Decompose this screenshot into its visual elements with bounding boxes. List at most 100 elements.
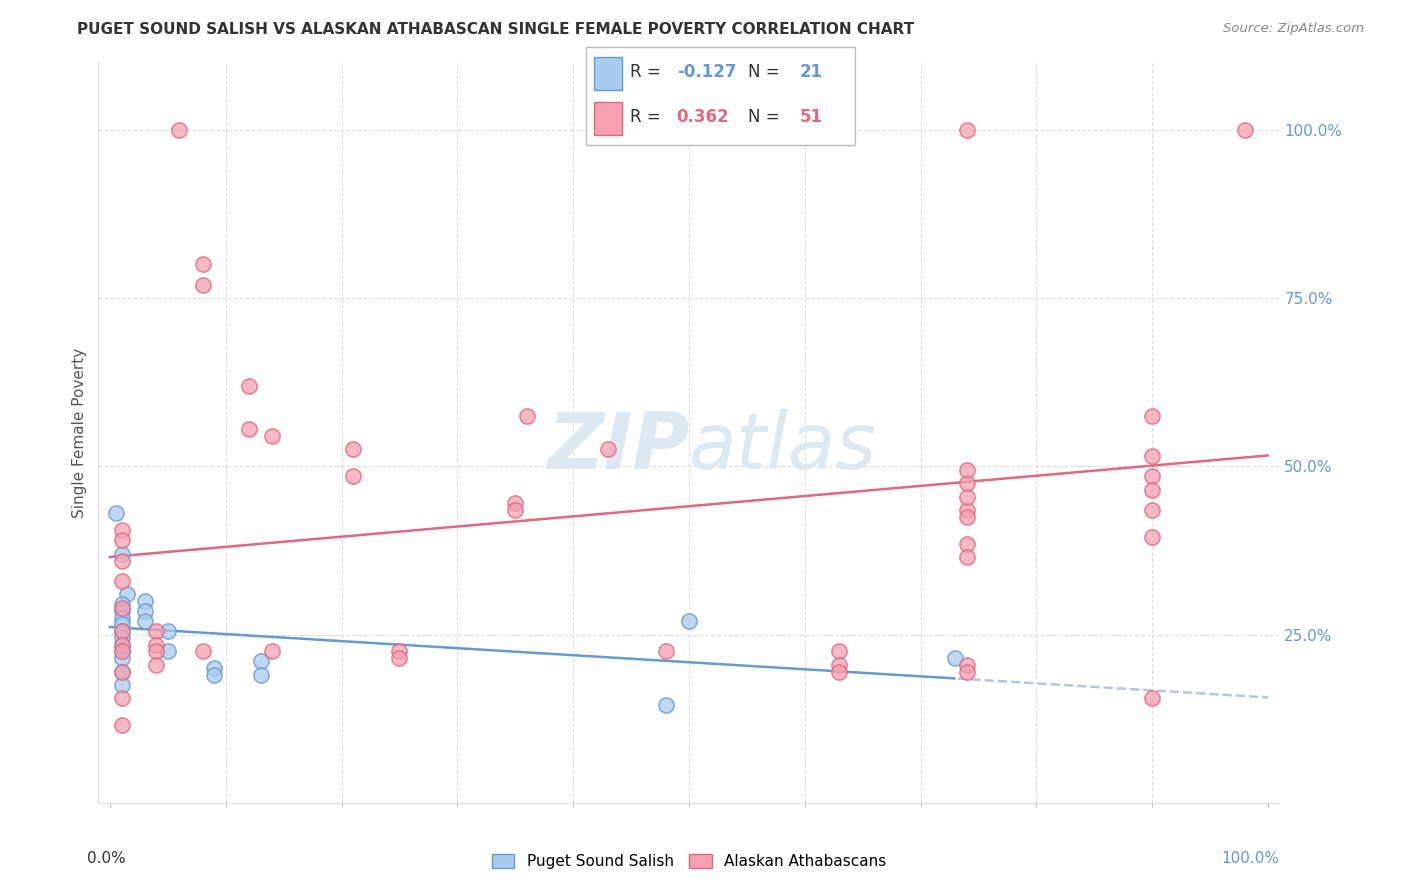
Point [828,665,851,679]
Point [956,536,979,550]
Point [110,600,132,615]
Point [110,547,132,561]
Point [110,678,132,692]
Point [956,550,979,565]
Point [134,594,156,608]
Point [1140,530,1163,544]
Text: R =: R = [630,109,666,127]
Text: N =: N = [748,109,785,127]
Point [134,604,156,618]
Point [110,533,132,548]
Text: 51: 51 [800,109,823,127]
Point [145,644,167,658]
Point [262,429,284,443]
Point [655,698,678,713]
Point [110,610,132,624]
Text: 0.0%: 0.0% [87,851,125,866]
Point [828,644,851,658]
Point [956,476,979,491]
Legend: Puget Sound Salish, Alaskan Athabascans: Puget Sound Salish, Alaskan Athabascans [484,847,894,877]
Point [110,624,132,639]
Point [1233,122,1256,136]
Point [342,442,364,457]
Text: atlas: atlas [689,409,877,485]
Point [262,644,284,658]
Point [104,507,127,521]
Point [1140,449,1163,463]
Y-axis label: Single Female Poverty: Single Female Poverty [72,348,87,517]
Point [503,496,526,510]
Point [145,638,167,652]
Bar [595,102,621,135]
Text: ZIP: ZIP [547,409,689,485]
Point [191,257,214,271]
Point [145,624,167,639]
Point [249,668,271,682]
Point [249,655,271,669]
Point [238,378,260,392]
Point [596,442,619,457]
Text: R =: R = [630,63,666,81]
Point [828,122,851,136]
Point [110,644,132,658]
Text: PUGET SOUND SALISH VS ALASKAN ATHABASCAN SINGLE FEMALE POVERTY CORRELATION CHART: PUGET SOUND SALISH VS ALASKAN ATHABASCAN… [77,22,914,37]
Point [110,523,132,537]
Point [134,614,156,628]
Point [1140,503,1163,517]
Point [388,651,411,665]
Text: 21: 21 [800,63,823,81]
Text: 0.362: 0.362 [676,109,730,127]
Point [1140,483,1163,497]
Point [1140,691,1163,706]
Point [342,469,364,483]
Text: -0.127: -0.127 [676,63,737,81]
Point [156,644,179,658]
Point [943,651,966,665]
Point [110,665,132,679]
Point [1140,469,1163,483]
Point [202,668,225,682]
Point [503,503,526,517]
Point [956,509,979,524]
Point [110,624,132,639]
Point [110,638,132,652]
Point [655,644,678,658]
Point [238,422,260,436]
Point [191,644,214,658]
Point [110,631,132,645]
Point [956,462,979,476]
Point [117,587,139,601]
Point [110,597,132,611]
Point [110,651,132,665]
Point [956,657,979,672]
Point [956,122,979,136]
Point [110,553,132,567]
Point [516,409,538,423]
Point [110,665,132,679]
Text: Source: ZipAtlas.com: Source: ZipAtlas.com [1223,22,1364,36]
Point [110,617,132,632]
Point [388,644,411,658]
Point [110,644,132,658]
Point [1140,409,1163,423]
Bar [595,57,621,90]
Point [169,122,191,136]
Point [956,665,979,679]
Point [191,277,214,292]
Point [110,638,132,652]
Point [678,614,700,628]
Point [156,624,179,639]
Point [145,657,167,672]
Point [828,657,851,672]
Point [655,122,678,136]
Point [110,691,132,706]
Point [956,490,979,504]
Text: 100.0%: 100.0% [1222,851,1279,866]
Point [110,604,132,618]
Point [202,661,225,675]
Point [110,574,132,588]
Text: N =: N = [748,63,785,81]
Point [110,718,132,732]
Point [956,503,979,517]
FancyBboxPatch shape [586,46,855,145]
